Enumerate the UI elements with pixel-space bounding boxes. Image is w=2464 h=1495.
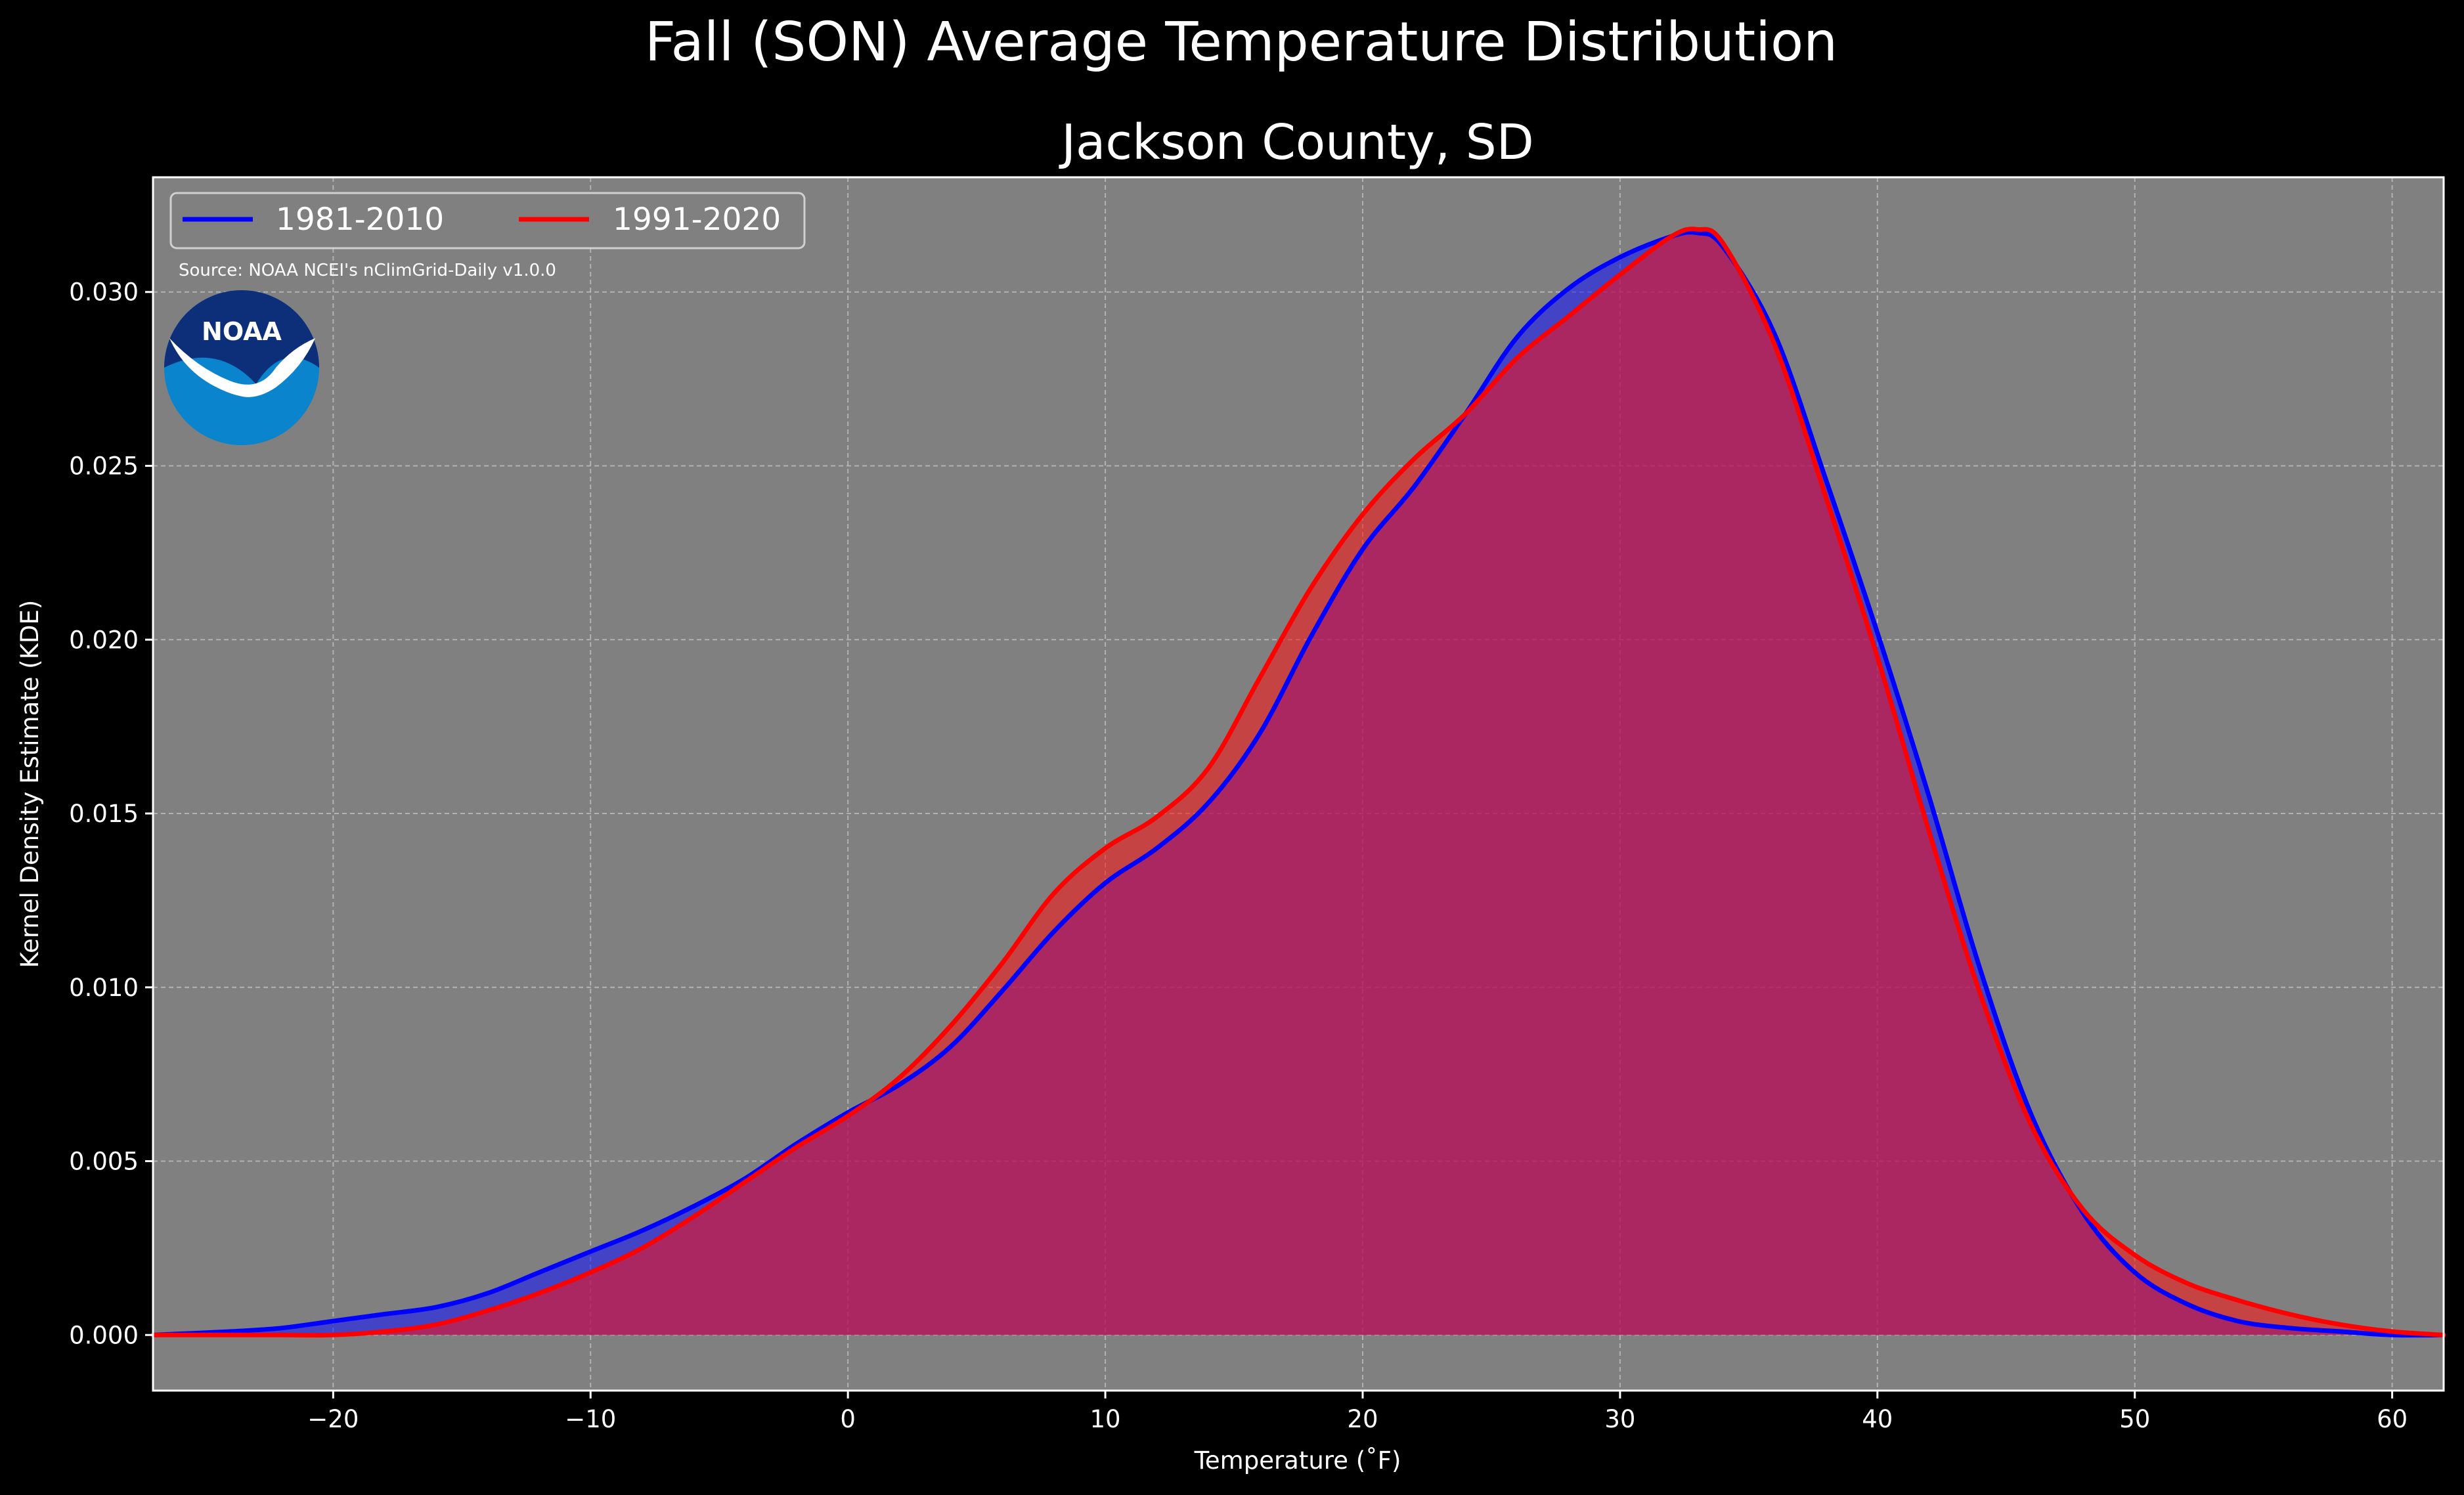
series-layer xyxy=(150,227,2446,1338)
noaa-logo-text: NOAA xyxy=(202,317,282,346)
y-axis-title: Kernel Density Estimate (KDE) xyxy=(16,600,44,968)
plot-frame xyxy=(152,176,2445,1392)
y-tick-label: 0.015 xyxy=(69,800,139,828)
x-tick-label: 60 xyxy=(2377,1405,2408,1433)
x-tick-label: 30 xyxy=(1604,1405,1635,1433)
x-tick-label: −10 xyxy=(565,1405,616,1433)
x-tick-label: 40 xyxy=(1862,1405,1893,1433)
y-axis: 0.000 0.005 0.010 0.015 0.020 0.025 0.030 xyxy=(69,278,153,1349)
legend: 1981-2010 1991-2020 xyxy=(169,192,806,249)
legend-label-1991-2020: 1991-2020 xyxy=(613,202,781,238)
series-line-1991-2020 xyxy=(150,227,2446,1338)
y-tick-label: 0.005 xyxy=(69,1148,139,1176)
x-tick-label: −20 xyxy=(307,1405,359,1433)
chart-title: Fall (SON) Average Temperature Distribut… xyxy=(645,11,1837,74)
y-tick-label: 0.010 xyxy=(69,974,139,1002)
source-text: Source: NOAA NCEI's nClimGrid-Daily v1.0… xyxy=(179,261,556,280)
chart-subtitle: Jackson County, SD xyxy=(1059,114,1534,171)
noaa-logo: NOAA xyxy=(164,290,319,445)
y-tick-label: 0.025 xyxy=(69,452,139,480)
series-line-1981-2010 xyxy=(150,230,2446,1338)
legend-label-1981-2010: 1981-2010 xyxy=(276,202,444,238)
x-tick-label: 10 xyxy=(1090,1405,1121,1433)
area-fill-1991-2020 xyxy=(153,228,2444,1335)
y-tick-label: 0.020 xyxy=(69,626,139,654)
x-axis-title: Temperature (˚F) xyxy=(1194,1446,1401,1475)
x-tick-label: 0 xyxy=(840,1405,856,1433)
legend-box xyxy=(169,192,806,249)
x-tick-label: 50 xyxy=(2119,1405,2150,1433)
x-axis: −20 −10 0 10 20 30 40 50 60 xyxy=(307,1391,2408,1433)
y-tick-label: 0.030 xyxy=(69,278,139,307)
x-tick-label: 20 xyxy=(1347,1405,1378,1433)
y-tick-label: 0.000 xyxy=(69,1321,139,1349)
